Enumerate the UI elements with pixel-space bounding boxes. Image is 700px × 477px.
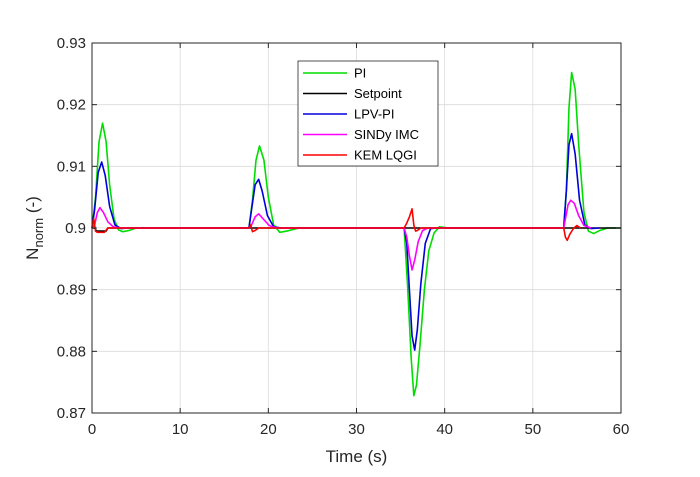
y-tick-label: 0.92: [57, 97, 86, 114]
x-tick-label: 10: [172, 421, 189, 438]
legend-entry-setpoint: Setpoint: [303, 86, 402, 101]
legend-label-kem-lqgi: KEM LQGI: [354, 148, 417, 163]
legend-entry-sindy-imc: SINDy IMC: [303, 127, 419, 142]
y-axis-label-subscript: norm: [31, 218, 46, 248]
legend-entry-kem-lqgi: KEM LQGI: [303, 148, 417, 163]
series-line-lpv-pi: [91, 132, 600, 351]
legend-label-lpv-pi: LPV-PI: [354, 107, 394, 122]
x-axis-label: Time (s): [326, 447, 388, 466]
y-tick-label: 0.91: [57, 158, 86, 175]
legend: PI Setpoint LPV-PI SINDy IMC KEM LQGI: [297, 60, 439, 167]
legend-entry-lpv-pi: LPV-PI: [303, 107, 394, 122]
x-tick-label: 20: [260, 421, 277, 438]
series-line-pi: [91, 71, 621, 397]
series-line-kem-lqgi: [91, 208, 581, 242]
y-tick-label: 0.9: [65, 220, 86, 237]
x-tick-label: 60: [613, 421, 630, 438]
y-tick-label: 0.93: [57, 35, 86, 52]
y-tick-label: 0.87: [57, 405, 86, 422]
y-axis-label-main: N: [23, 248, 42, 260]
x-tick-label: 50: [524, 421, 541, 438]
y-axis-label-suffix: (-): [23, 196, 42, 218]
series-lines: [91, 71, 621, 397]
y-tick-label: 0.88: [57, 343, 86, 360]
legend-label-setpoint: Setpoint: [354, 86, 402, 101]
x-tick-label: 0: [88, 421, 96, 438]
legend-label-sindy-imc: SINDy IMC: [354, 127, 419, 142]
ticks: 0 10 20 30 40 50 60 0.87 0.88 0.89 0.9 0.91 0.92 0.93: [57, 35, 630, 438]
x-tick-label: 40: [436, 421, 453, 438]
legend-entry-pi: PI: [303, 66, 366, 81]
x-tick-label: 30: [348, 421, 365, 438]
y-tick-label: 0.89: [57, 282, 86, 299]
legend-label-pi: PI: [354, 66, 366, 81]
y-axis-label: Nnorm (-): [23, 196, 46, 260]
